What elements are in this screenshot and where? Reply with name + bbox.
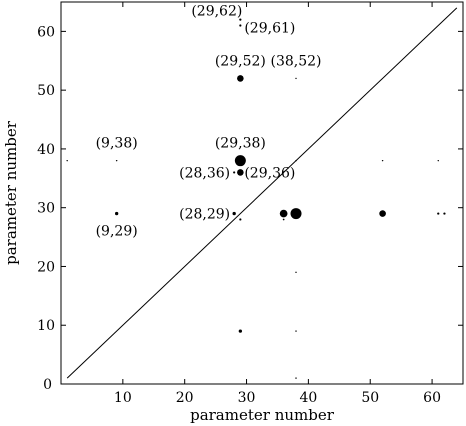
data-point — [295, 159, 297, 162]
y-axis-ticks: 0 10 20 30 40 50 60 — [37, 24, 463, 393]
data-point — [239, 18, 242, 21]
y-tick-label: 50 — [37, 83, 55, 99]
point-annotation: (29,38) — [215, 136, 266, 152]
y-tick-label: 40 — [37, 142, 55, 158]
y-tick-label: 20 — [37, 259, 55, 275]
point-annotation: (28,36) — [179, 165, 230, 181]
data-point — [237, 169, 244, 176]
point-annotations: (29,62)(29,61) (29,52) (38,52) (9,38) (29,38… — [96, 4, 322, 240]
data-point — [66, 159, 68, 162]
data-point — [295, 271, 297, 274]
y-tick-label: 10 — [37, 318, 55, 334]
data-point — [279, 209, 288, 218]
x-tick-label: 10 — [114, 390, 132, 406]
point-annotation: (9,38) — [96, 136, 138, 152]
data-point — [239, 24, 242, 27]
point-annotation: (29,52) — [215, 53, 266, 69]
y-tick-label: 60 — [37, 24, 55, 40]
data-point — [379, 210, 386, 217]
point-annotation: (29,61) — [244, 21, 295, 37]
data-point — [290, 208, 302, 220]
data-point — [295, 77, 297, 80]
data-point — [239, 218, 242, 221]
data-points — [66, 18, 446, 379]
data-point — [282, 218, 285, 221]
point-annotation: (38,52) — [271, 53, 322, 69]
data-point — [232, 211, 236, 216]
data-point — [437, 159, 439, 162]
data-point — [234, 155, 246, 167]
y-axis-title: parameter number — [2, 120, 20, 265]
data-point — [233, 171, 236, 174]
y-tick-label: 0 — [43, 377, 52, 393]
x-tick-label: 30 — [238, 390, 256, 406]
data-point — [115, 159, 118, 162]
plot-frame — [60, 1, 464, 385]
point-annotation: (29,36) — [244, 165, 295, 181]
point-annotation: (9,29) — [96, 224, 138, 240]
point-annotation: (28,29) — [179, 207, 230, 223]
data-point — [437, 212, 440, 215]
x-tick-label: 50 — [361, 390, 379, 406]
x-axis-ticks: 10 20 30 40 50 60 — [114, 2, 441, 406]
x-tick-label: 20 — [176, 390, 194, 406]
x-axis-title: parameter number — [190, 406, 335, 424]
diagonal-line — [66, 7, 458, 379]
x-tick-label: 60 — [423, 390, 441, 406]
x-tick-label: 40 — [299, 390, 317, 406]
data-point — [237, 75, 244, 82]
y-tick-label: 30 — [37, 201, 55, 217]
data-point — [295, 377, 297, 379]
data-point — [443, 212, 446, 215]
data-point — [381, 159, 384, 162]
data-point — [115, 211, 119, 216]
data-point — [238, 329, 243, 333]
data-point — [295, 330, 297, 332]
point-annotation: (29,62) — [191, 4, 242, 20]
